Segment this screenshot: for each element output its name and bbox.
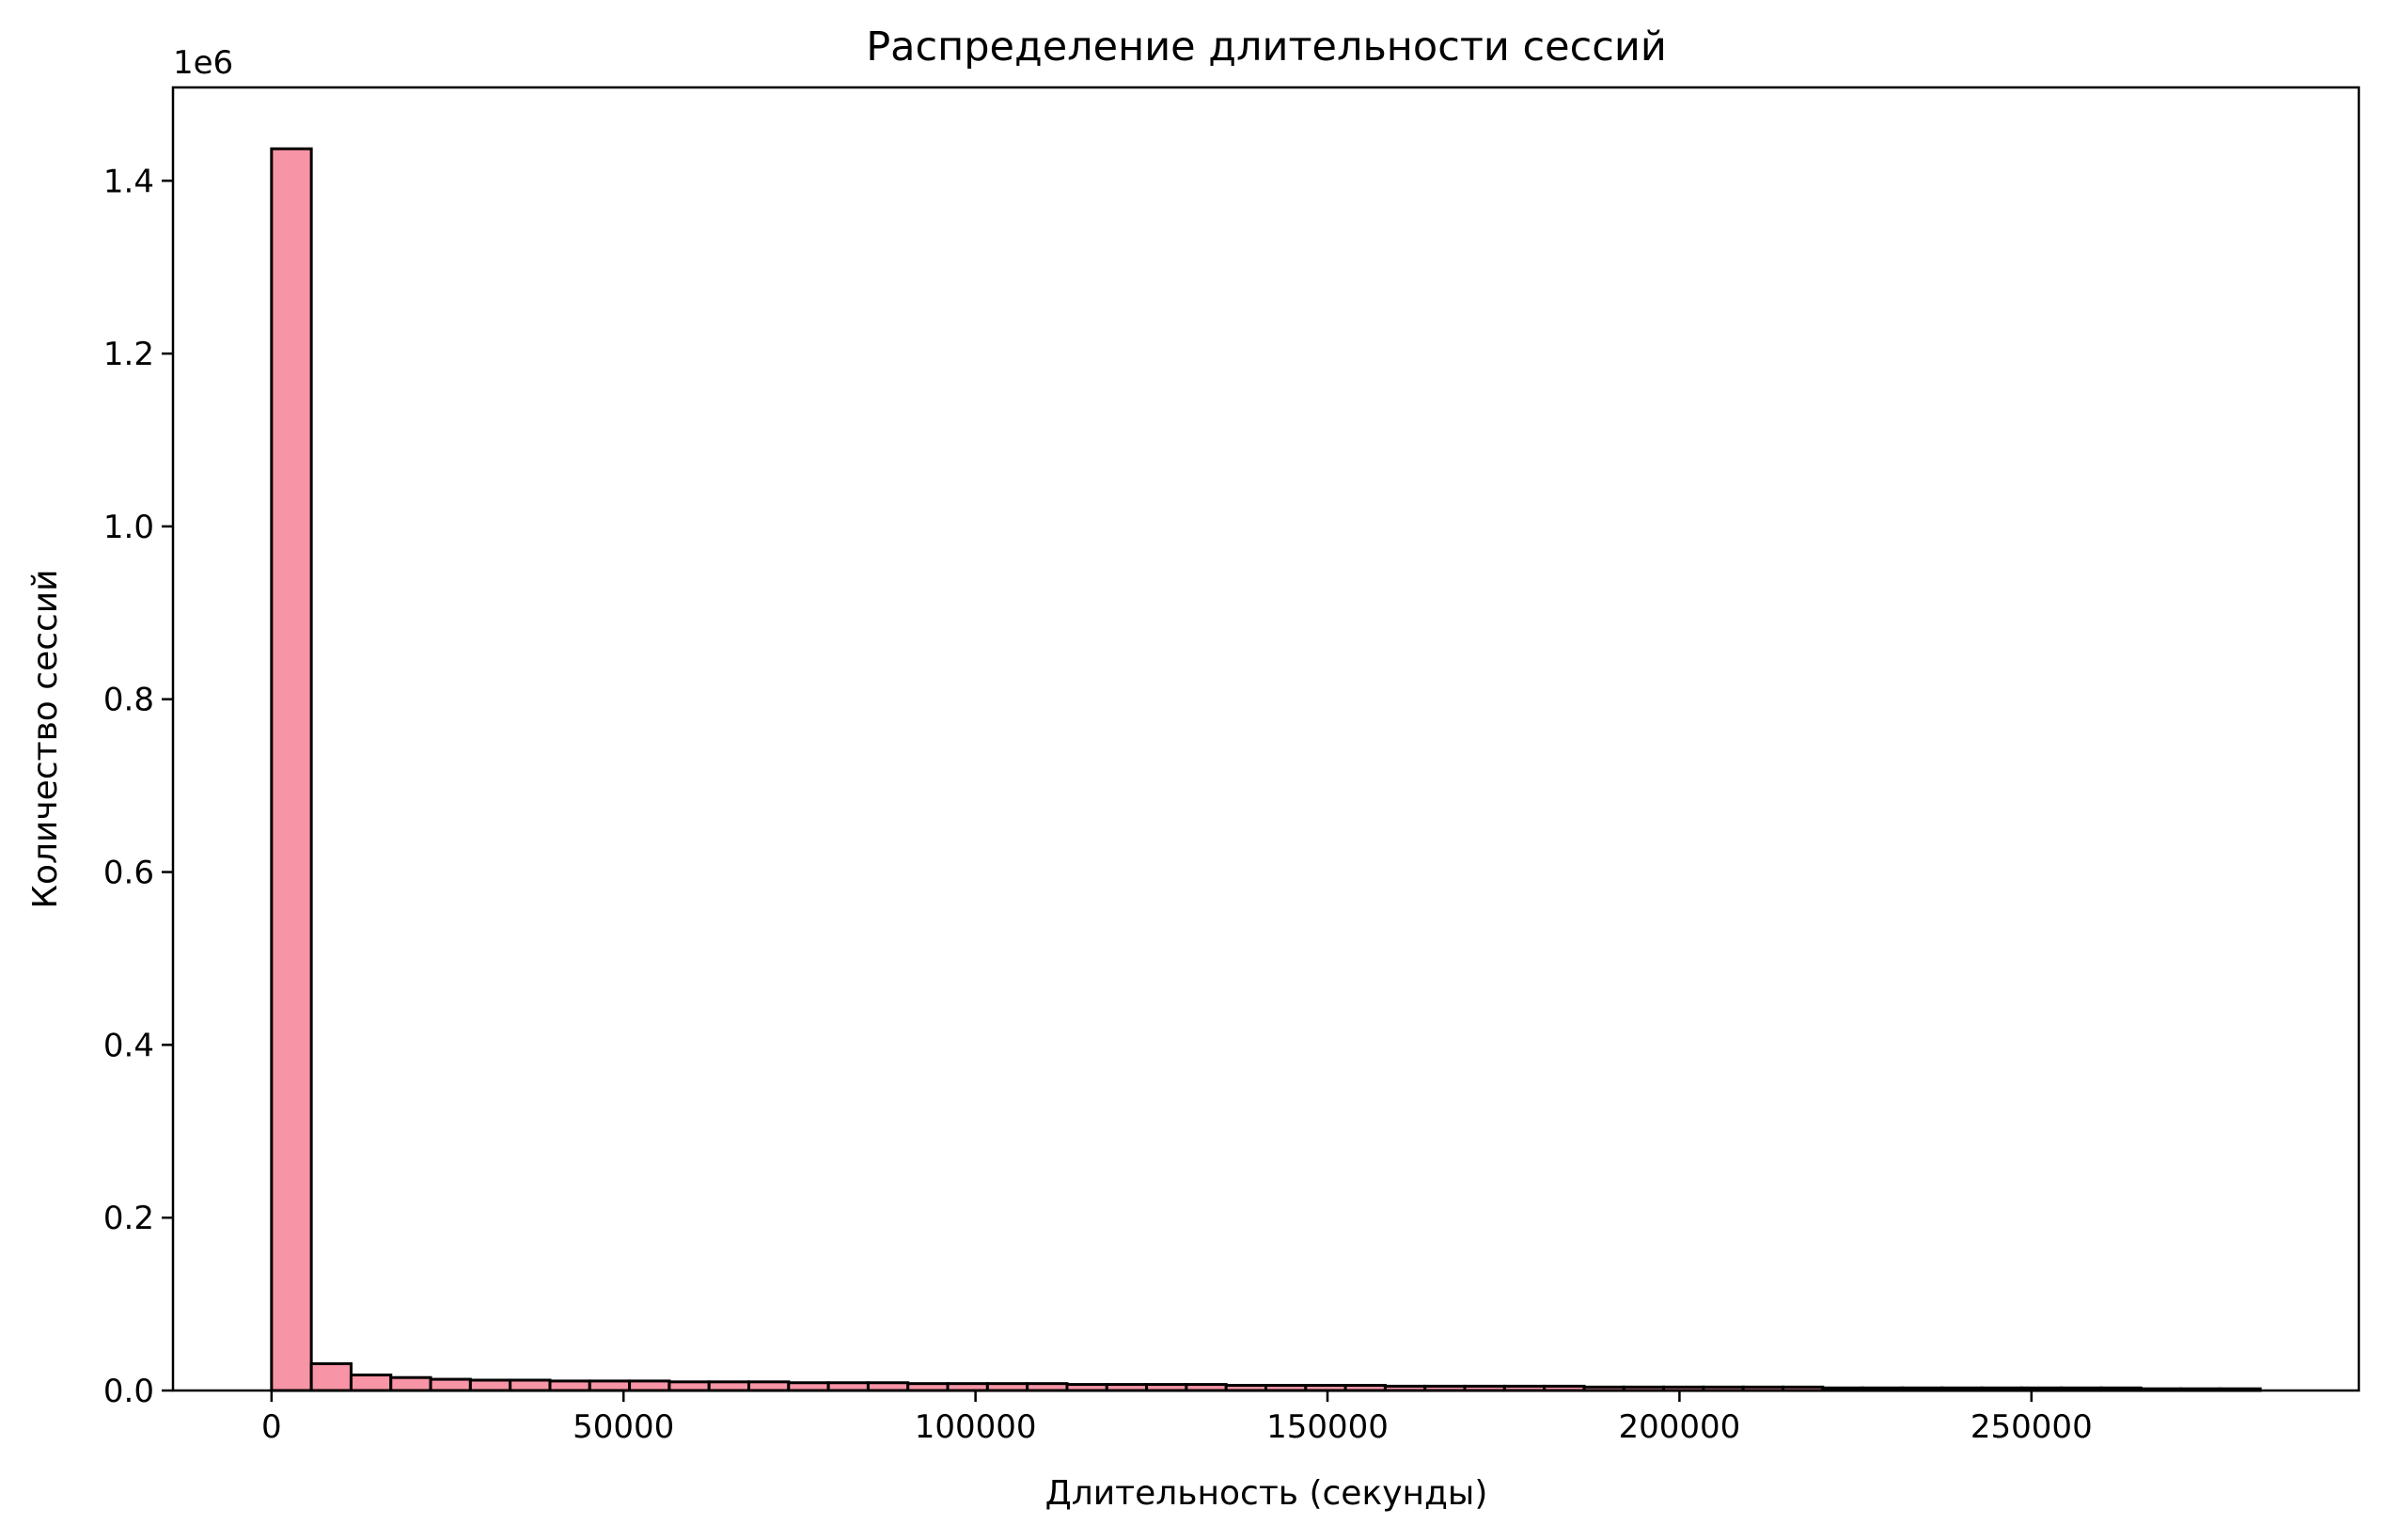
histogram-bar	[389, 1375, 432, 1392]
histogram-bar	[667, 1380, 711, 1392]
x-tick-label: 250000	[1971, 1408, 2093, 1446]
histogram-bar	[309, 1362, 353, 1392]
y-tick-label: 1.0	[103, 509, 154, 546]
histogram-bar	[270, 147, 313, 1392]
histogram-bar	[747, 1380, 791, 1392]
y-tick-label: 0.4	[103, 1027, 154, 1064]
x-tick-label: 50000	[573, 1408, 674, 1446]
x-axis-title: Длительность (секунды)	[1045, 1474, 1488, 1513]
x-tick-label: 100000	[915, 1408, 1037, 1446]
chart-title: Распределение длительности сессий	[866, 24, 1667, 71]
y-tick-label: 0.8	[103, 682, 154, 719]
y-tick-label: 1.2	[103, 336, 154, 373]
y-tick-label: 0.6	[103, 855, 154, 892]
y-tick-label: 0.0	[103, 1373, 154, 1410]
histogram-bar	[429, 1377, 472, 1392]
histogram-bars	[270, 147, 2262, 1392]
x-tick-label: 200000	[1619, 1408, 1741, 1446]
histogram-bar	[509, 1378, 552, 1392]
y-tick-label: 1.4	[103, 163, 154, 200]
y-tick-label: 0.2	[103, 1200, 154, 1237]
x-tick-label: 0	[261, 1408, 282, 1446]
histogram-bar	[588, 1379, 632, 1392]
x-tick-label: 150000	[1266, 1408, 1389, 1446]
y-axis-ticks: 0.0 0.2 0.4 0.6 0.8 1.0 1.2 1.4	[103, 163, 173, 1410]
y-axis-title: Количество сессий	[26, 569, 65, 908]
histogram-bar	[628, 1379, 671, 1392]
plot-frame	[171, 86, 2361, 1392]
histogram-bar	[349, 1373, 393, 1392]
histogram-bar	[707, 1380, 751, 1392]
x-axis-ticks: 0 50000 100000 150000 200000 250000	[261, 1391, 2093, 1446]
histogram-bar	[468, 1378, 512, 1392]
histogram-bar	[548, 1379, 591, 1392]
y-axis-offset-label: 1e6	[173, 44, 233, 82]
